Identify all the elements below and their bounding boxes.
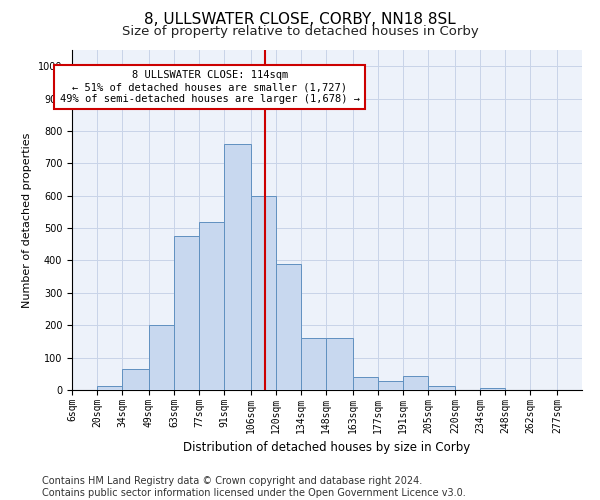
Bar (428, 386, 455, 390)
Bar (480, 388, 505, 390)
Text: 8 ULLSWATER CLOSE: 114sqm
← 51% of detached houses are smaller (1,727)
49% of se: 8 ULLSWATER CLOSE: 114sqm ← 51% of detac… (60, 70, 360, 104)
Bar (251, 196, 276, 390)
Bar (149, 325, 174, 390)
Bar (353, 377, 378, 390)
Bar (326, 338, 353, 390)
Text: Contains HM Land Registry data © Crown copyright and database right 2024.
Contai: Contains HM Land Registry data © Crown c… (42, 476, 466, 498)
Bar (276, 264, 301, 390)
Bar (224, 144, 251, 390)
Bar (301, 338, 326, 390)
Text: 8, ULLSWATER CLOSE, CORBY, NN18 8SL: 8, ULLSWATER CLOSE, CORBY, NN18 8SL (144, 12, 456, 28)
Y-axis label: Number of detached properties: Number of detached properties (22, 132, 32, 308)
Bar (378, 382, 403, 390)
Bar (97, 386, 122, 390)
Bar (174, 236, 199, 390)
Bar (122, 369, 149, 390)
X-axis label: Distribution of detached houses by size in Corby: Distribution of detached houses by size … (184, 441, 470, 454)
Text: Size of property relative to detached houses in Corby: Size of property relative to detached ho… (122, 25, 478, 38)
Bar (403, 376, 428, 390)
Bar (199, 222, 224, 390)
